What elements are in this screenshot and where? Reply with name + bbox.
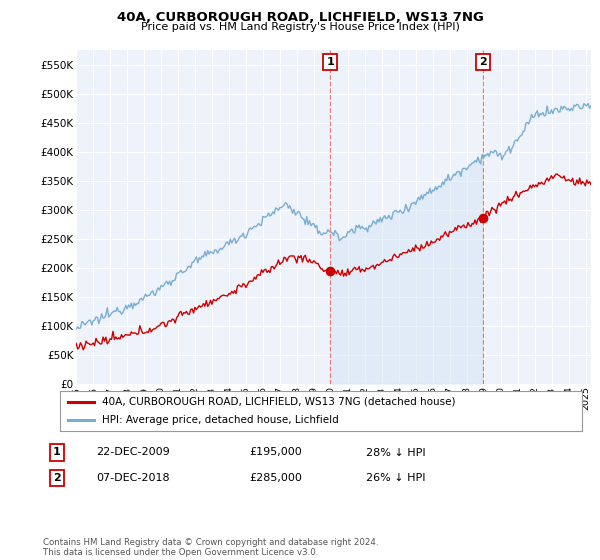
Text: 1: 1: [53, 447, 61, 458]
Text: Contains HM Land Registry data © Crown copyright and database right 2024.
This d: Contains HM Land Registry data © Crown c…: [43, 538, 379, 557]
Text: 26% ↓ HPI: 26% ↓ HPI: [366, 473, 425, 483]
Text: 28% ↓ HPI: 28% ↓ HPI: [366, 447, 425, 458]
Text: 22-DEC-2009: 22-DEC-2009: [96, 447, 170, 458]
Text: 1: 1: [326, 57, 334, 67]
Text: £285,000: £285,000: [249, 473, 302, 483]
Text: 2: 2: [479, 57, 487, 67]
Text: Price paid vs. HM Land Registry's House Price Index (HPI): Price paid vs. HM Land Registry's House …: [140, 22, 460, 32]
Text: 07-DEC-2018: 07-DEC-2018: [96, 473, 170, 483]
Text: 40A, CURBOROUGH ROAD, LICHFIELD, WS13 7NG: 40A, CURBOROUGH ROAD, LICHFIELD, WS13 7N…: [116, 11, 484, 24]
Text: 2: 2: [53, 473, 61, 483]
Text: HPI: Average price, detached house, Lichfield: HPI: Average price, detached house, Lich…: [102, 416, 338, 425]
Text: 40A, CURBOROUGH ROAD, LICHFIELD, WS13 7NG (detached house): 40A, CURBOROUGH ROAD, LICHFIELD, WS13 7N…: [102, 397, 455, 407]
Text: £195,000: £195,000: [249, 447, 302, 458]
